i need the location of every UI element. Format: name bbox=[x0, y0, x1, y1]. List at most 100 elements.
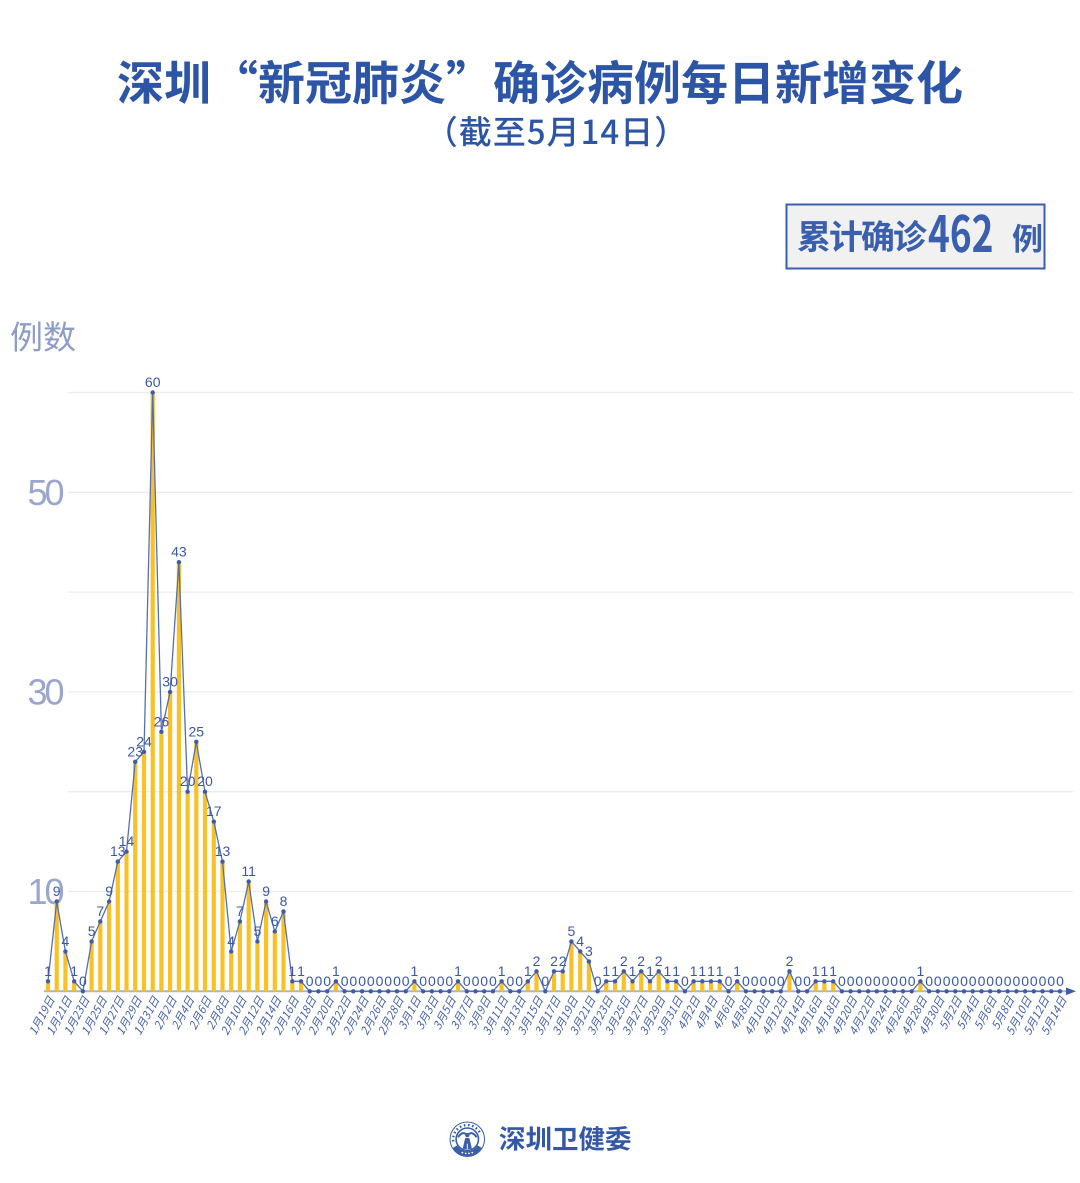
svg-text:0: 0 bbox=[437, 973, 445, 989]
svg-text:0: 0 bbox=[79, 973, 87, 989]
svg-text:1: 1 bbox=[829, 963, 837, 979]
svg-text:0: 0 bbox=[594, 973, 602, 989]
svg-text:0: 0 bbox=[925, 973, 933, 989]
svg-text:0: 0 bbox=[768, 973, 776, 989]
svg-text:0: 0 bbox=[873, 973, 881, 989]
svg-text:1: 1 bbox=[454, 963, 462, 979]
svg-text:0: 0 bbox=[480, 973, 488, 989]
svg-text:17: 17 bbox=[206, 803, 222, 819]
svg-text:0: 0 bbox=[367, 973, 375, 989]
svg-text:0: 0 bbox=[943, 973, 951, 989]
svg-text:0: 0 bbox=[969, 973, 977, 989]
svg-text:1: 1 bbox=[664, 963, 672, 979]
svg-text:23: 23 bbox=[127, 743, 143, 759]
svg-text:0: 0 bbox=[507, 973, 515, 989]
svg-text:0: 0 bbox=[681, 973, 689, 989]
svg-text:11: 11 bbox=[241, 863, 256, 879]
svg-text:1: 1 bbox=[524, 963, 532, 979]
svg-text:26: 26 bbox=[154, 713, 170, 729]
svg-text:0: 0 bbox=[777, 973, 785, 989]
svg-text:0: 0 bbox=[899, 973, 907, 989]
svg-text:25: 25 bbox=[189, 723, 205, 739]
svg-text:3: 3 bbox=[585, 943, 593, 959]
svg-text:1: 1 bbox=[70, 963, 78, 979]
svg-text:2: 2 bbox=[655, 953, 663, 969]
svg-text:1: 1 bbox=[332, 963, 340, 979]
svg-text:4: 4 bbox=[227, 933, 235, 949]
svg-text:0: 0 bbox=[803, 973, 811, 989]
svg-text:0: 0 bbox=[760, 973, 768, 989]
svg-text:0: 0 bbox=[1030, 973, 1038, 989]
svg-text:0: 0 bbox=[1013, 973, 1021, 989]
svg-text:20: 20 bbox=[197, 773, 213, 789]
svg-text:9: 9 bbox=[262, 883, 270, 899]
svg-text:4: 4 bbox=[62, 933, 70, 949]
svg-text:13: 13 bbox=[110, 843, 126, 859]
svg-text:1: 1 bbox=[716, 963, 724, 979]
svg-text:0: 0 bbox=[1047, 973, 1055, 989]
svg-text:0: 0 bbox=[751, 973, 759, 989]
svg-text:5: 5 bbox=[88, 923, 96, 939]
svg-text:10: 10 bbox=[27, 871, 63, 912]
svg-text:1: 1 bbox=[602, 963, 610, 979]
svg-text:5: 5 bbox=[568, 923, 576, 939]
svg-text:5: 5 bbox=[254, 923, 262, 939]
svg-text:0: 0 bbox=[890, 973, 898, 989]
svg-text:0: 0 bbox=[1039, 973, 1047, 989]
svg-text:0: 0 bbox=[978, 973, 986, 989]
svg-text:0: 0 bbox=[376, 973, 384, 989]
svg-text:0: 0 bbox=[742, 973, 750, 989]
svg-text:9: 9 bbox=[53, 883, 61, 899]
svg-text:1: 1 bbox=[611, 963, 619, 979]
svg-text:0: 0 bbox=[419, 973, 427, 989]
svg-text:0: 0 bbox=[986, 973, 994, 989]
svg-text:0: 0 bbox=[472, 973, 480, 989]
svg-text:30: 30 bbox=[162, 673, 178, 689]
svg-text:1: 1 bbox=[288, 963, 296, 979]
svg-text:0: 0 bbox=[794, 973, 802, 989]
svg-text:24: 24 bbox=[136, 733, 152, 749]
svg-text:0: 0 bbox=[393, 973, 401, 989]
svg-text:0: 0 bbox=[1056, 973, 1064, 989]
svg-text:1: 1 bbox=[672, 963, 680, 979]
svg-text:1: 1 bbox=[733, 963, 741, 979]
svg-text:0: 0 bbox=[349, 973, 357, 989]
svg-text:0: 0 bbox=[882, 973, 890, 989]
svg-text:6: 6 bbox=[271, 913, 279, 929]
svg-text:0: 0 bbox=[315, 973, 323, 989]
svg-text:1: 1 bbox=[498, 963, 506, 979]
svg-text:0: 0 bbox=[864, 973, 872, 989]
svg-text:0: 0 bbox=[341, 973, 349, 989]
svg-text:1: 1 bbox=[690, 963, 698, 979]
svg-text:14: 14 bbox=[119, 833, 135, 849]
svg-text:0: 0 bbox=[855, 973, 863, 989]
svg-text:1: 1 bbox=[411, 963, 419, 979]
svg-text:0: 0 bbox=[725, 973, 733, 989]
svg-text:0: 0 bbox=[428, 973, 436, 989]
svg-text:0: 0 bbox=[384, 973, 392, 989]
svg-text:1: 1 bbox=[44, 963, 52, 979]
svg-text:8: 8 bbox=[280, 893, 288, 909]
svg-text:2: 2 bbox=[637, 953, 645, 969]
svg-text:1: 1 bbox=[698, 963, 706, 979]
svg-text:1: 1 bbox=[812, 963, 820, 979]
svg-text:0: 0 bbox=[995, 973, 1003, 989]
svg-text:0: 0 bbox=[358, 973, 366, 989]
svg-text:0: 0 bbox=[541, 973, 549, 989]
svg-text:0: 0 bbox=[463, 973, 471, 989]
svg-text:43: 43 bbox=[171, 544, 187, 560]
svg-text:60: 60 bbox=[145, 374, 161, 390]
svg-text:2: 2 bbox=[620, 953, 628, 969]
svg-text:1: 1 bbox=[707, 963, 715, 979]
svg-text:0: 0 bbox=[838, 973, 846, 989]
svg-text:7: 7 bbox=[236, 903, 244, 919]
svg-text:20: 20 bbox=[180, 773, 196, 789]
svg-text:1: 1 bbox=[646, 963, 654, 979]
svg-text:1: 1 bbox=[629, 963, 637, 979]
svg-text:0: 0 bbox=[402, 973, 410, 989]
svg-text:0: 0 bbox=[1004, 973, 1012, 989]
svg-text:0: 0 bbox=[960, 973, 968, 989]
svg-text:0: 0 bbox=[306, 973, 314, 989]
svg-text:2: 2 bbox=[550, 953, 558, 969]
svg-text:0: 0 bbox=[951, 973, 959, 989]
